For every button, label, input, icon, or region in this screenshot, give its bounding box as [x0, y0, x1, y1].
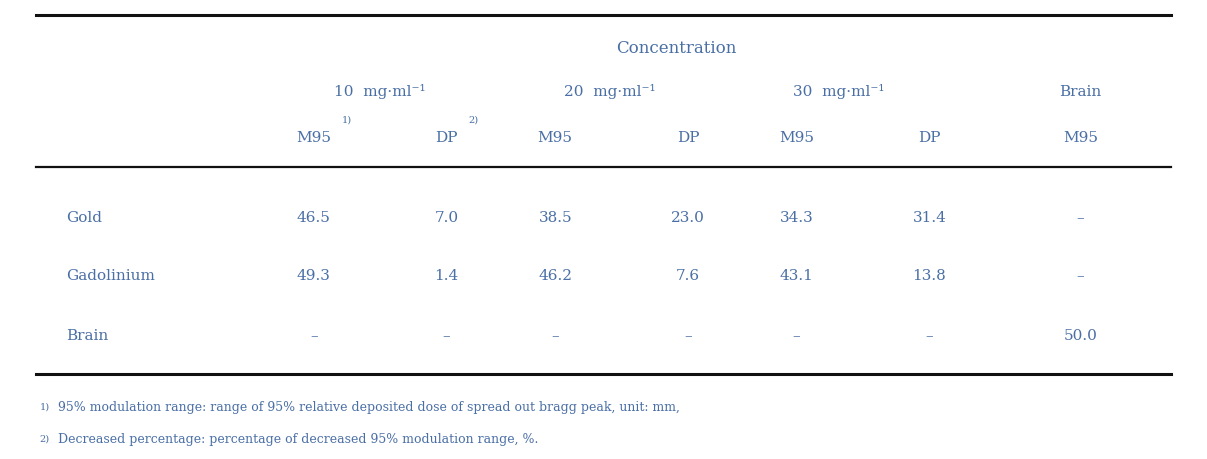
Text: 1): 1) [40, 402, 49, 411]
Text: 23.0: 23.0 [671, 211, 705, 225]
Text: –: – [1077, 269, 1084, 282]
Text: 2): 2) [40, 434, 49, 443]
Text: –: – [1077, 211, 1084, 225]
Text: M95: M95 [538, 131, 572, 145]
Text: 43.1: 43.1 [780, 269, 814, 282]
Text: 50.0: 50.0 [1063, 328, 1097, 342]
Text: Brain: Brain [66, 328, 109, 342]
Text: –: – [443, 328, 450, 342]
Text: M95: M95 [780, 131, 814, 145]
Text: –: – [793, 328, 800, 342]
Text: 10  mg·ml⁻¹: 10 mg·ml⁻¹ [334, 84, 426, 99]
Text: 46.2: 46.2 [538, 269, 572, 282]
Text: Concentration: Concentration [616, 40, 736, 56]
Text: –: – [552, 328, 559, 342]
Text: 20  mg·ml⁻¹: 20 mg·ml⁻¹ [564, 84, 655, 99]
Text: –: – [684, 328, 692, 342]
Text: Gold: Gold [66, 211, 103, 225]
Text: 1.4: 1.4 [435, 269, 459, 282]
Text: DP: DP [436, 131, 457, 145]
Text: M95: M95 [297, 131, 331, 145]
Text: M95: M95 [1063, 131, 1097, 145]
Text: 30  mg·ml⁻¹: 30 mg·ml⁻¹ [793, 84, 885, 99]
Text: DP: DP [677, 131, 699, 145]
Text: Decreased percentage: percentage of decreased 95% modulation range, %.: Decreased percentage: percentage of decr… [58, 432, 538, 445]
Text: 13.8: 13.8 [912, 269, 946, 282]
Text: 7.6: 7.6 [676, 269, 700, 282]
Text: 49.3: 49.3 [297, 269, 331, 282]
Text: 7.0: 7.0 [435, 211, 459, 225]
Text: –: – [310, 328, 317, 342]
Text: 34.3: 34.3 [780, 211, 814, 225]
Text: 2): 2) [468, 116, 478, 125]
Text: DP: DP [919, 131, 940, 145]
Text: 31.4: 31.4 [912, 211, 946, 225]
Text: 46.5: 46.5 [297, 211, 331, 225]
Text: 38.5: 38.5 [538, 211, 572, 225]
Text: –: – [926, 328, 933, 342]
Text: Gadolinium: Gadolinium [66, 269, 156, 282]
Text: 1): 1) [342, 116, 351, 125]
Text: 95% modulation range: range of 95% relative deposited dose of spread out bragg p: 95% modulation range: range of 95% relat… [58, 400, 680, 413]
Text: Brain: Brain [1059, 85, 1102, 99]
